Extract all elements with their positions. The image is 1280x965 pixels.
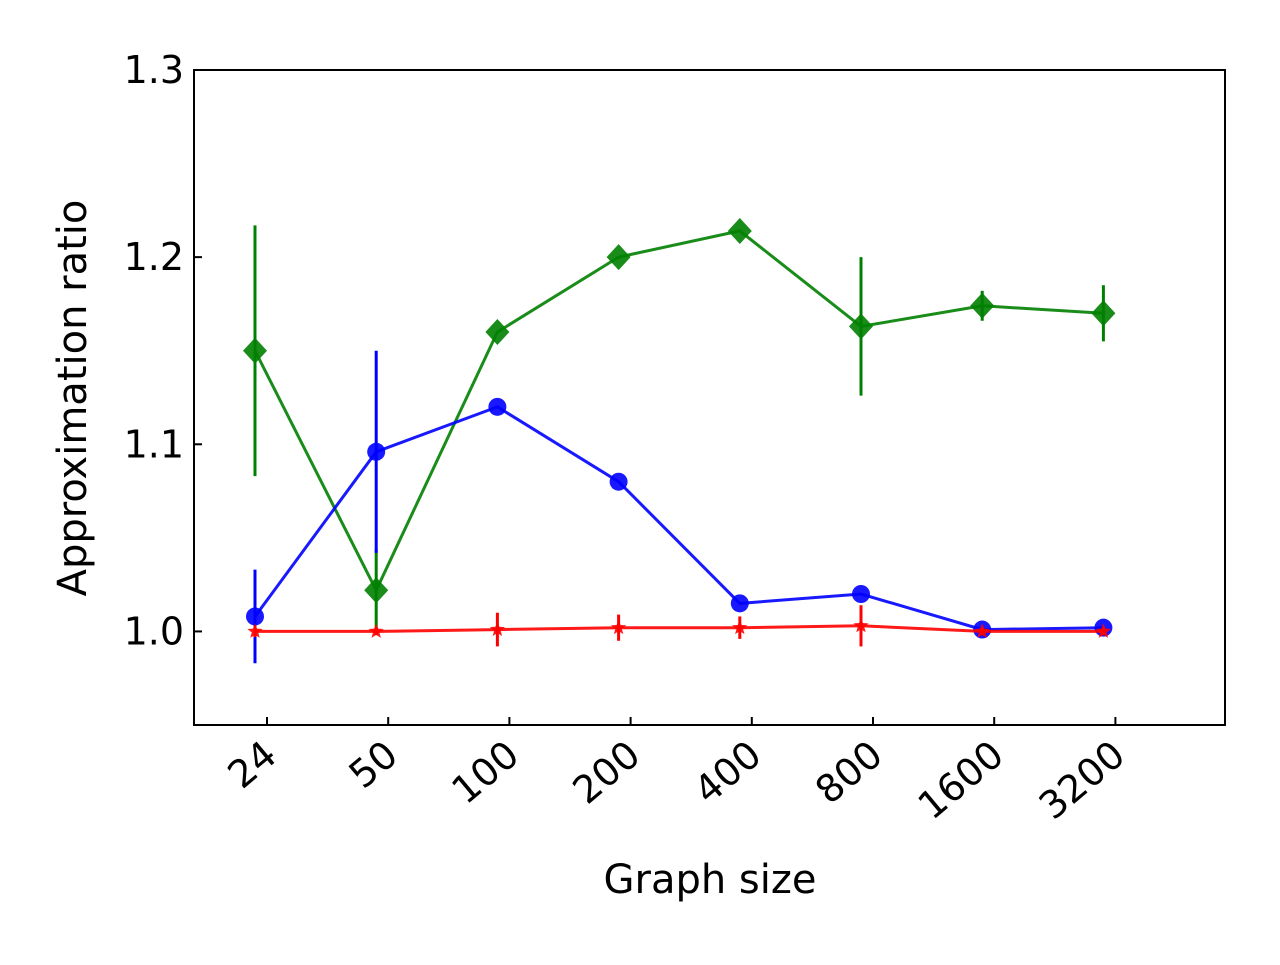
data-point: [727, 217, 752, 244]
data-point: [849, 313, 873, 340]
data-point: [732, 619, 748, 635]
x-tick-label: 1600: [910, 732, 1012, 828]
data-point: [852, 585, 870, 603]
series-layer: [243, 217, 1116, 664]
data-point: [609, 472, 628, 491]
x-tick-label: 400: [686, 732, 770, 812]
data-point: [247, 623, 263, 638]
x-tick-label: 24: [219, 732, 284, 797]
data-point: [970, 292, 995, 319]
x-tick-label: 100: [443, 732, 527, 812]
series-line: [255, 624, 1104, 633]
y-tick-label: 1.1: [124, 422, 184, 466]
y-tick-label: 1.2: [124, 235, 184, 279]
data-point: [367, 442, 386, 461]
y-axis-ticks: 1.0 1.1 1.2 1.3: [124, 48, 202, 653]
y-tick-label: 1.0: [124, 609, 184, 653]
series-0: [243, 217, 1116, 632]
data-point: [485, 319, 510, 345]
y-tick-label: 1.3: [124, 48, 184, 92]
data-point: [489, 621, 506, 637]
data-point: [368, 623, 384, 638]
x-tick-label: 200: [565, 732, 649, 812]
data-point: [1095, 623, 1112, 638]
series-1: [246, 350, 1113, 664]
series-line: [253, 405, 1104, 632]
data-point: [364, 577, 389, 604]
plot-frame: [193, 69, 1226, 726]
data-point: [246, 607, 264, 626]
data-point: [606, 244, 631, 271]
data-point: [974, 623, 990, 638]
y-axis-label: Approximation ratio: [50, 200, 96, 597]
x-tick-label: 800: [807, 732, 891, 812]
data-point: [488, 397, 507, 416]
data-point: [853, 617, 869, 633]
x-tick-label: 50: [341, 732, 406, 797]
x-tick-label: 3200: [1031, 732, 1133, 828]
x-axis-ticks: 24 50 100 200 400 800 1600 3200: [219, 717, 1133, 828]
data-point: [1091, 300, 1116, 327]
series-2: [247, 605, 1112, 647]
data-point: [243, 337, 267, 364]
data-point: [610, 619, 627, 635]
x-axis-label: Graph size: [604, 857, 817, 903]
data-point: [730, 594, 749, 613]
series-line: [253, 229, 1104, 594]
